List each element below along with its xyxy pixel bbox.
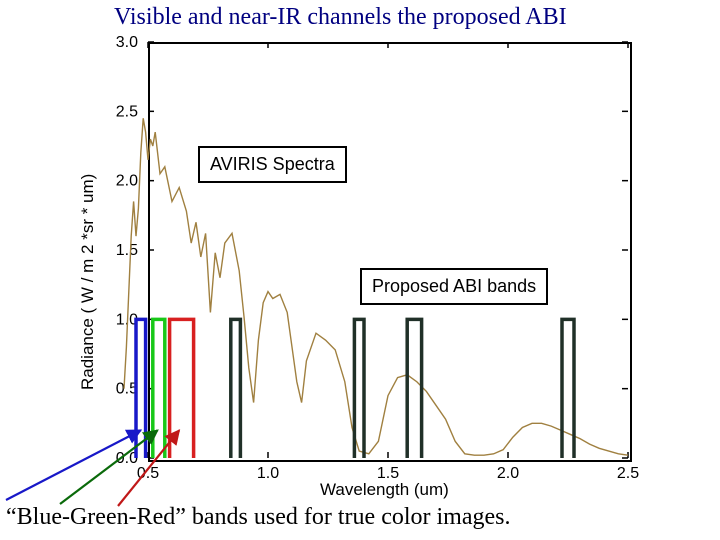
band-nir1: [231, 319, 241, 458]
arrow-2: [118, 430, 179, 506]
annotation-abi-bands: Proposed ABI bands: [360, 268, 548, 305]
band-blue: [136, 319, 146, 458]
svg-text:1.5: 1.5: [116, 242, 138, 259]
svg-text:1.0: 1.0: [257, 465, 279, 482]
svg-text:2.0: 2.0: [116, 173, 138, 190]
band-nir3: [407, 319, 421, 458]
svg-text:2.5: 2.5: [617, 465, 639, 482]
band-nir4: [562, 319, 574, 458]
svg-text:3.0: 3.0: [116, 34, 138, 51]
annotation-aviris: AVIRIS Spectra: [198, 146, 347, 183]
svg-text:2.0: 2.0: [497, 465, 519, 482]
svg-text:1.5: 1.5: [377, 465, 399, 482]
band-nir2: [354, 319, 364, 458]
svg-text:2.5: 2.5: [116, 103, 138, 120]
band-green: [153, 319, 165, 458]
